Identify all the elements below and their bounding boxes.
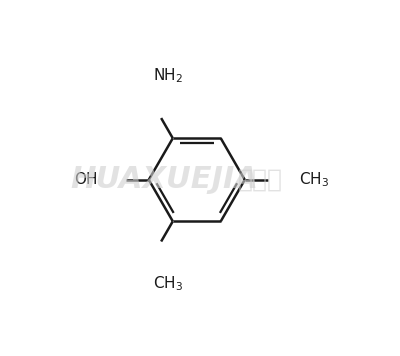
Text: NH$_2$: NH$_2$ xyxy=(153,67,183,85)
Text: CH$_3$: CH$_3$ xyxy=(299,171,329,189)
Text: HUAXUEJIA: HUAXUEJIA xyxy=(70,165,258,194)
Text: OH: OH xyxy=(74,172,98,187)
Text: CH$_3$: CH$_3$ xyxy=(153,274,183,293)
Text: 化学式: 化学式 xyxy=(237,168,282,192)
